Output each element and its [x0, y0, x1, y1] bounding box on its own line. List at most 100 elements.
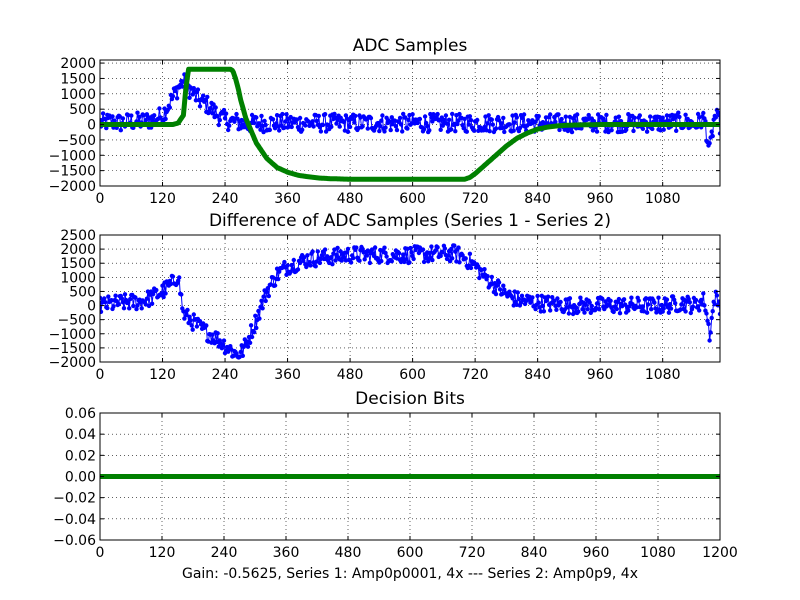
- adc-samples-series-1-point: [282, 125, 287, 130]
- adc-samples-series-1-point: [310, 119, 315, 124]
- difference-of-adc-samples-series-1-point: [580, 307, 585, 312]
- difference-of-adc-samples-series-1-point: [449, 246, 454, 252]
- adc-samples-series-1-point: [482, 124, 487, 130]
- difference-of-adc-samples-series-1-point: [420, 247, 426, 252]
- difference-of-adc-samples-series-1-point: [716, 299, 720, 304]
- adc-samples-series-1-point: [707, 141, 712, 146]
- difference-of-adc-samples-series-1-point: [545, 294, 551, 299]
- difference-of-adc-samples-x-tick-label: 240: [212, 367, 239, 383]
- difference-of-adc-samples-series-1-point: [188, 318, 193, 323]
- adc-samples-series-1-point: [195, 87, 201, 92]
- adc-samples-series-1-point: [685, 116, 690, 122]
- difference-of-adc-samples-series-1-point: [159, 291, 164, 296]
- difference-of-adc-samples-series-1-point: [627, 304, 632, 309]
- difference-of-adc-samples-series-1-point: [626, 308, 631, 313]
- difference-of-adc-samples-x-tick-label: 960: [587, 367, 614, 383]
- decision-bits-x-tick-label: 120: [149, 545, 176, 561]
- difference-of-adc-samples-series-1-point: [238, 349, 243, 355]
- difference-of-adc-samples-series-1-point: [264, 289, 269, 295]
- adc-samples-chart: ADC Samples 0 120 240 360 480 600 720 840 960 1080…: [49, 36, 721, 207]
- decision-bits-y-tick-label: −0.02: [53, 491, 96, 507]
- adc-samples-series-1-point: [283, 119, 288, 124]
- adc-samples-series-1-point: [490, 122, 495, 127]
- adc-samples-series-1-point: [493, 126, 499, 131]
- difference-of-adc-samples-series-1-point: [187, 314, 192, 319]
- difference-of-adc-samples-series-1-point: [540, 303, 546, 309]
- adc-samples-series-1-point: [710, 133, 715, 139]
- difference-of-adc-samples-y-tick-label: 2000: [60, 242, 96, 258]
- difference-of-adc-samples-series-1-point: [221, 338, 227, 343]
- difference-of-adc-samples-series-1-point: [240, 353, 245, 358]
- adc-samples-series-1-point: [118, 128, 124, 133]
- decision-bits-x-tick-label: 840: [521, 545, 548, 561]
- adc-samples-series-1-point: [152, 113, 157, 118]
- difference-of-adc-samples-series-1-point: [315, 249, 320, 254]
- difference-of-adc-samples-y-tick-label: −1000: [49, 327, 96, 343]
- difference-of-adc-samples-series-1-point: [362, 257, 367, 262]
- adc-samples-series-1-point: [213, 105, 218, 110]
- adc-samples-series-1-point: [258, 127, 263, 132]
- difference-of-adc-samples-series-1-point: [131, 303, 136, 309]
- adc-samples-series-1-point: [157, 106, 162, 111]
- adc-samples-series-1-point: [332, 111, 337, 117]
- difference-of-adc-samples-series-1-point: [389, 259, 394, 264]
- decision-bits-chart: Decision Bits 0 120 240 360 480 600 720 840 960 10…: [53, 389, 738, 561]
- difference-of-adc-samples-series-1-point: [313, 264, 318, 269]
- adc-samples-series-1-point: [443, 113, 449, 118]
- difference-of-adc-samples-series-1-point: [354, 245, 359, 250]
- difference-of-adc-samples-series-1-point: [105, 305, 110, 311]
- difference-of-adc-samples-series-1-point: [372, 245, 378, 250]
- difference-of-adc-samples-series-1-point: [260, 306, 265, 311]
- difference-of-adc-samples-x-tick-label: 1080: [645, 367, 681, 383]
- difference-of-adc-samples-series-1-point: [515, 290, 520, 295]
- difference-of-adc-samples-series-1-point: [121, 306, 127, 311]
- difference-of-adc-samples-series-1-point: [426, 259, 431, 264]
- adc-samples-series-1-point: [211, 102, 216, 107]
- difference-of-adc-samples-series-1-point: [574, 305, 579, 310]
- difference-of-adc-samples-y-tick-label: −500: [58, 313, 96, 329]
- adc-samples-series-1-point: [475, 117, 480, 123]
- adc-samples-series-1-point: [203, 97, 208, 103]
- difference-of-adc-samples-series-1-point: [333, 258, 338, 263]
- difference-of-adc-samples-series-1-point: [656, 295, 661, 300]
- difference-of-adc-samples-series-1-point: [297, 260, 303, 266]
- difference-of-adc-samples-series-1-point: [149, 301, 155, 306]
- decision-bits-y-tick-label: 0.02: [65, 448, 96, 464]
- adc-samples-series-1-point: [345, 129, 351, 134]
- adc-samples-series-1-point: [468, 118, 474, 123]
- difference-of-adc-samples-series-1-point: [256, 308, 261, 314]
- adc-samples-series-1-point: [487, 129, 492, 134]
- difference-of-adc-samples-series-1-point: [501, 283, 506, 288]
- adc-samples-series-1-point: [335, 117, 340, 123]
- difference-of-adc-samples-series-1-point: [113, 293, 118, 298]
- difference-of-adc-samples-series-1-point: [189, 323, 194, 328]
- difference-of-adc-samples-series-1-point: [603, 299, 608, 304]
- adc-samples-series-1-point: [259, 113, 264, 119]
- difference-of-adc-samples-series-1-point: [629, 295, 634, 300]
- adc-samples-series-1-point: [398, 122, 404, 127]
- difference-of-adc-samples-series-1-point: [197, 319, 203, 324]
- adc-samples-series-1-point: [496, 118, 502, 123]
- adc-samples-series-1-point: [431, 112, 436, 117]
- adc-samples-series-1-point: [135, 110, 140, 115]
- difference-of-adc-samples-series-1-point: [404, 257, 409, 262]
- adc-samples-series-1-point: [187, 95, 192, 101]
- adc-samples-series-1-point: [435, 111, 440, 117]
- adc-samples-series-1-point: [303, 123, 308, 128]
- adc-samples-series-1-point: [320, 122, 326, 128]
- adc-samples-series-1-point: [415, 120, 420, 126]
- adc-samples-series-1-point: [174, 96, 180, 101]
- decision-bits-y-tick-label: −0.04: [53, 512, 96, 528]
- difference-of-adc-samples-y-tick-label: 500: [69, 284, 96, 300]
- decision-bits-x-tick-label: 720: [459, 545, 486, 561]
- difference-of-adc-samples-series-1-point: [690, 304, 696, 309]
- difference-of-adc-samples-series-1-point: [282, 259, 287, 265]
- difference-of-adc-samples-series-1-point: [636, 298, 641, 303]
- difference-of-adc-samples-series-1-point: [686, 296, 691, 302]
- adc-samples-series-1-point: [557, 127, 562, 133]
- difference-of-adc-samples-series-1-point: [463, 256, 468, 261]
- difference-of-adc-samples-series-1-point: [128, 296, 133, 302]
- difference-of-adc-samples-series-1-point: [263, 298, 268, 304]
- difference-of-adc-samples-series-1-point: [452, 243, 457, 248]
